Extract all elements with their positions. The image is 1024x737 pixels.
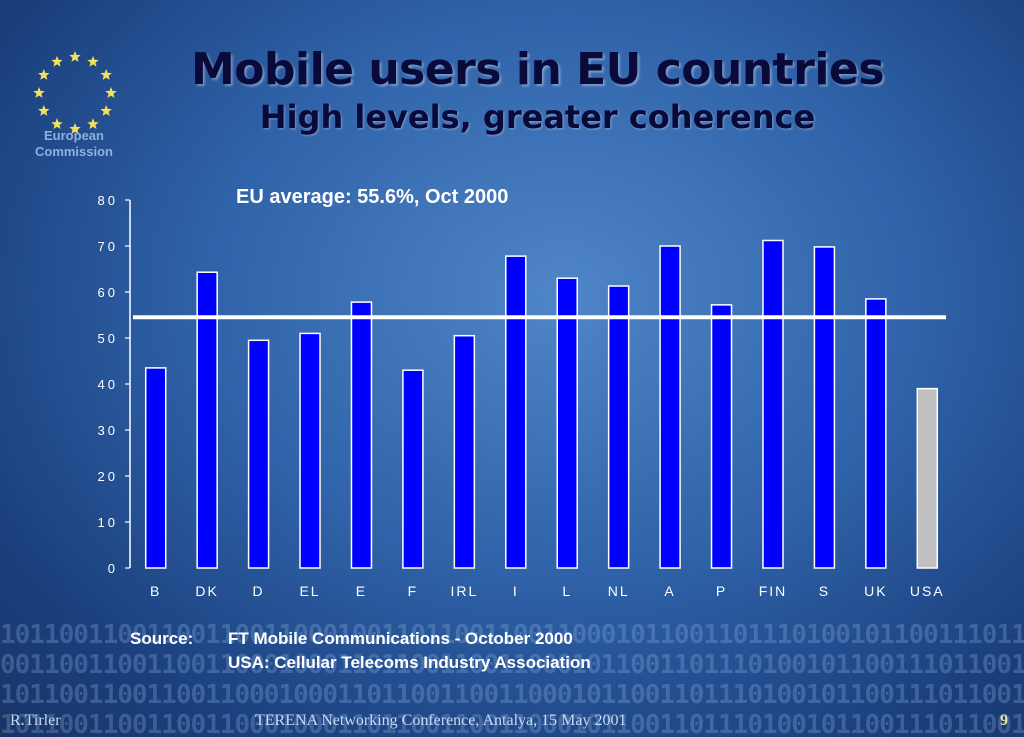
y-tick-label: 10 — [98, 515, 118, 530]
x-tick-label: UK — [864, 583, 887, 599]
page-number: 9 — [1000, 712, 1008, 729]
x-tick-label: FIN — [759, 583, 788, 599]
y-tick-label: 60 — [98, 285, 118, 300]
star-icon — [33, 87, 45, 98]
bar-p — [710, 304, 733, 569]
star-icon — [100, 105, 112, 116]
bar-b — [144, 367, 167, 569]
bar-e — [350, 301, 373, 569]
x-tick-label: L — [562, 583, 572, 599]
x-tick-label: A — [664, 583, 675, 599]
footer-author: R.Tirler — [10, 712, 61, 729]
x-tick-label: NL — [608, 583, 630, 599]
footer-event: TERENA Networking Conference, Antalya, 1… — [255, 712, 627, 729]
bar-f — [402, 369, 424, 569]
eu-stars-logo — [33, 51, 117, 134]
y-tick-label: 80 — [98, 193, 118, 208]
eu-average-annotation: EU average: 55.6%, Oct 2000 — [236, 186, 509, 208]
star-icon — [38, 69, 50, 80]
binary-background-pattern: 1011001100110011001100010011011001100110… — [0, 620, 1024, 737]
bar-dk — [196, 271, 218, 569]
bar-i — [505, 255, 527, 569]
source-line-1: FT Mobile Communications - October 2000 — [228, 629, 573, 648]
source-label: Source: — [130, 629, 194, 648]
logo-text: European Commission — [20, 128, 128, 160]
y-tick-label: 0 — [108, 561, 118, 576]
star-icon — [38, 105, 50, 116]
bar-s — [813, 246, 836, 569]
x-tick-label: USA — [910, 583, 945, 599]
x-tick-label: I — [513, 583, 519, 599]
bar-fin — [762, 239, 784, 569]
x-tick-label: D — [253, 583, 265, 599]
bar-el — [299, 332, 321, 569]
x-tick-label: F — [408, 583, 419, 599]
bar-nl — [607, 285, 630, 569]
star-icon — [69, 51, 81, 62]
y-tick-label: 50 — [98, 331, 118, 346]
y-tick-label: 20 — [98, 469, 118, 484]
star-icon — [87, 118, 99, 130]
x-tick-label: B — [150, 583, 161, 599]
bar-d — [247, 339, 270, 569]
star-icon — [51, 118, 63, 130]
bar-uk — [865, 298, 887, 569]
bar-usa — [916, 387, 939, 569]
y-tick-label: 30 — [98, 423, 118, 438]
star-icon — [87, 55, 99, 67]
x-tick-label: DK — [195, 583, 218, 599]
slide-subtitle: High levels, greater coherence — [259, 98, 816, 136]
x-tick-label: E — [356, 583, 367, 599]
star-icon — [69, 123, 81, 134]
x-tick-label: S — [819, 583, 830, 599]
slide-title: Mobile users in EU countries — [190, 44, 885, 95]
bar-irl — [453, 334, 476, 569]
x-tick-label: EL — [299, 583, 320, 599]
star-icon — [100, 69, 112, 80]
x-tick-label: P — [716, 583, 727, 599]
y-tick-label: 40 — [98, 377, 118, 392]
y-tick-label: 70 — [98, 239, 118, 254]
logo-text-line1: European — [44, 128, 104, 143]
star-icon — [105, 87, 117, 98]
source-line-2: USA: Cellular Telecoms Industry Associat… — [228, 653, 591, 672]
star-icon — [51, 55, 63, 67]
x-tick-label: IRL — [450, 583, 478, 599]
logo-text-line2: Commission — [34, 144, 113, 159]
bar-a — [659, 245, 681, 569]
bar-l — [556, 277, 578, 569]
